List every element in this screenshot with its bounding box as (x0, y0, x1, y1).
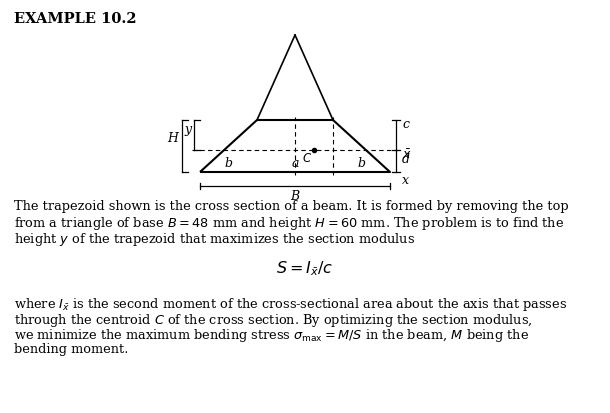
Text: y: y (185, 123, 192, 135)
Text: we minimize the maximum bending stress $\sigma_{\mathrm{max}} = M/S$ in the beam: we minimize the maximum bending stress $… (14, 327, 529, 344)
Text: where $I_{\bar{x}}$ is the second moment of the cross-sectional area about the a: where $I_{\bar{x}}$ is the second moment… (14, 296, 567, 313)
Text: $C$: $C$ (302, 152, 312, 165)
Text: b: b (224, 157, 232, 170)
Text: $S = I_{\bar{x}}/c$: $S = I_{\bar{x}}/c$ (276, 259, 334, 278)
Text: H: H (167, 131, 178, 145)
Text: The trapezoid shown is the cross section of a beam. It is formed by removing the: The trapezoid shown is the cross section… (14, 200, 569, 213)
Text: through the centroid $C$ of the cross section. By optimizing the section modulus: through the centroid $C$ of the cross se… (14, 311, 533, 329)
Text: c: c (402, 118, 409, 131)
Text: bending moment.: bending moment. (14, 343, 128, 356)
Text: from a triangle of base $B = 48$ mm and height $H = 60$ mm. The problem is to fi: from a triangle of base $B = 48$ mm and … (14, 216, 564, 233)
Text: b: b (357, 157, 365, 170)
Text: x: x (402, 174, 409, 187)
Text: a: a (291, 157, 299, 170)
Text: B: B (290, 190, 300, 203)
Text: EXAMPLE 10.2: EXAMPLE 10.2 (14, 12, 137, 26)
Text: $\bar{x}$: $\bar{x}$ (402, 148, 412, 161)
Text: d: d (402, 153, 410, 166)
Text: height $y$ of the trapezoid that maximizes the section modulus: height $y$ of the trapezoid that maximiz… (14, 231, 415, 248)
